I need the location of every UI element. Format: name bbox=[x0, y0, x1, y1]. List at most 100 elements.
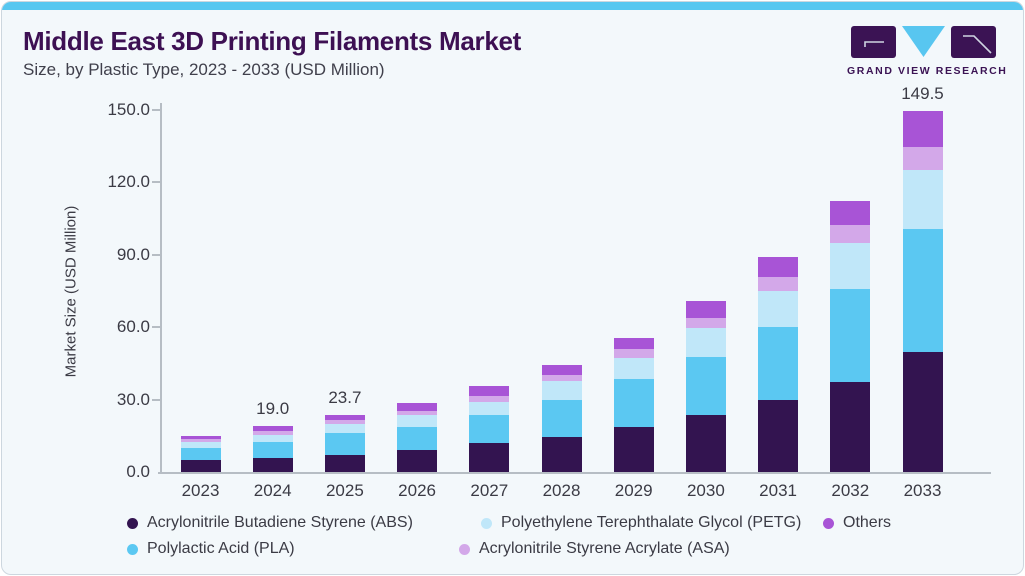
bar-segment-2026 bbox=[397, 450, 438, 472]
y-tick-label: 60.0 bbox=[116, 317, 150, 337]
bar-segment-2024 bbox=[252, 442, 293, 458]
x-tick-label-2023: 2023 bbox=[181, 481, 220, 500]
logo-r-block bbox=[950, 26, 996, 58]
logo-wordmark: GRAND VIEW RESEARCH bbox=[847, 65, 1008, 77]
x-tick-label-2033: 2033 bbox=[903, 481, 942, 500]
legend-dot-1 bbox=[127, 543, 138, 555]
bar-segment-2025 bbox=[324, 414, 365, 421]
legend-dot-2 bbox=[481, 517, 492, 529]
bar-segment-2027 bbox=[469, 443, 510, 472]
bar-segment-2029 bbox=[613, 357, 654, 379]
page-title: Middle East 3D Printing Filaments Market bbox=[23, 26, 521, 56]
bar-segment-2028 bbox=[541, 436, 582, 472]
bar-segment-2028 bbox=[541, 365, 582, 375]
bar-segment-2025 bbox=[324, 454, 365, 472]
y-tick-label: 150.0 bbox=[107, 100, 150, 119]
bar-segment-2032 bbox=[830, 382, 871, 472]
bar-segment-2029 bbox=[613, 426, 654, 472]
bar-segment-2029 bbox=[613, 349, 654, 358]
bar-segment-2031 bbox=[758, 326, 799, 401]
bar-segment-2025 bbox=[324, 424, 365, 434]
bar-segment-2025 bbox=[324, 420, 365, 425]
bar-2032 bbox=[830, 200, 871, 472]
logo-v-triangle bbox=[901, 26, 945, 57]
legend-dot-0 bbox=[127, 517, 138, 529]
legend-item-4: Others bbox=[823, 514, 891, 532]
bar-segment-2030 bbox=[685, 415, 726, 472]
bar-segment-2032 bbox=[830, 225, 871, 243]
bar-2027 bbox=[469, 385, 510, 472]
bar-segment-2026 bbox=[397, 403, 438, 412]
y-tick-label: 0.0 bbox=[126, 462, 150, 481]
bar-segment-2025 bbox=[324, 433, 365, 455]
bar-2025 bbox=[324, 414, 365, 472]
bar-segment-2023 bbox=[180, 447, 221, 460]
bar-segment-2031 bbox=[758, 257, 799, 278]
bar-segment-2024 bbox=[252, 457, 293, 472]
y-tick-mark bbox=[152, 109, 160, 111]
bar-2033 bbox=[902, 111, 943, 472]
bar-segment-2029 bbox=[613, 338, 654, 350]
bar-segment-2032 bbox=[830, 288, 871, 383]
bar-2024 bbox=[252, 426, 293, 472]
bar-segment-2027 bbox=[469, 385, 510, 397]
bar-segment-2030 bbox=[685, 328, 726, 358]
bar-segment-2031 bbox=[758, 400, 799, 472]
legend-item-3: Acrylonitrile Styrene Acrylate (ASA) bbox=[459, 540, 730, 558]
bar-segment-2023 bbox=[180, 442, 221, 448]
bar-2026 bbox=[397, 403, 438, 472]
bar-2023 bbox=[180, 435, 221, 472]
x-tick-label-2032: 2032 bbox=[831, 481, 870, 500]
bar-segment-2028 bbox=[541, 400, 582, 437]
x-tick-label-2027: 2027 bbox=[470, 481, 509, 500]
bar-segment-2033 bbox=[902, 229, 943, 353]
bar-segment-2028 bbox=[541, 380, 582, 401]
bar-2031 bbox=[758, 257, 799, 472]
bar-segment-2033 bbox=[902, 352, 943, 472]
x-tick-label-2028: 2028 bbox=[542, 481, 581, 500]
bar-segment-2033 bbox=[902, 111, 943, 148]
bar-segment-2031 bbox=[758, 290, 799, 327]
bar-segment-2026 bbox=[397, 411, 438, 416]
bar-segment-2023 bbox=[180, 435, 221, 439]
y-tick-mark bbox=[152, 398, 160, 401]
y-axis-line bbox=[160, 103, 162, 473]
bar-segment-2030 bbox=[685, 317, 726, 329]
y-tick-mark bbox=[152, 181, 160, 184]
legend-label-4: Others bbox=[843, 514, 892, 531]
logo-blocks bbox=[847, 26, 999, 58]
bar-segment-2033 bbox=[902, 169, 943, 230]
bar-value-label-2025: 23.7 bbox=[328, 387, 362, 407]
bar-segment-2028 bbox=[541, 375, 582, 381]
bar-2029 bbox=[613, 338, 654, 472]
y-tick-label: 90.0 bbox=[116, 244, 150, 264]
bar-value-label-2033: 149.5 bbox=[901, 84, 944, 104]
legend-label-2: Polyethylene Terephthalate Glycol (PETG) bbox=[501, 514, 802, 531]
legend-label-1: Polylactic Acid (PLA) bbox=[147, 540, 295, 557]
y-tick-label: 30.0 bbox=[116, 389, 150, 409]
y-tick-label: 120.0 bbox=[107, 172, 150, 192]
logo-g-block bbox=[850, 26, 896, 58]
bar-segment-2031 bbox=[758, 277, 799, 291]
legend-label-3: Acrylonitrile Styrene Acrylate (ASA) bbox=[479, 540, 730, 557]
gvr-logo: GRAND VIEW RESEARCH bbox=[847, 26, 1008, 77]
bar-segment-2023 bbox=[180, 438, 221, 443]
x-tick-label-2029: 2029 bbox=[614, 481, 653, 500]
x-tick-label-2026: 2026 bbox=[398, 481, 436, 500]
bar-segment-2033 bbox=[902, 147, 943, 170]
legend-item-2: Polyethylene Terephthalate Glycol (PETG) bbox=[481, 514, 801, 532]
legend-label-0: Acrylonitrile Butadiene Styrene (ABS) bbox=[147, 514, 413, 531]
legend-dot-3 bbox=[459, 543, 470, 555]
bar-segment-2030 bbox=[685, 301, 726, 318]
logo-g-glyph bbox=[863, 41, 884, 47]
bar-segment-2027 bbox=[469, 402, 510, 415]
bar-segment-2030 bbox=[685, 357, 726, 416]
bar-value-label-2024: 19.0 bbox=[256, 399, 290, 419]
legend-dot-4 bbox=[823, 517, 834, 529]
bar-segment-2024 bbox=[252, 426, 293, 432]
bar-segment-2024 bbox=[252, 435, 293, 443]
x-tick-label-2030: 2030 bbox=[686, 481, 725, 500]
x-tick-label-2031: 2031 bbox=[759, 481, 797, 500]
bar-segment-2023 bbox=[180, 459, 221, 472]
